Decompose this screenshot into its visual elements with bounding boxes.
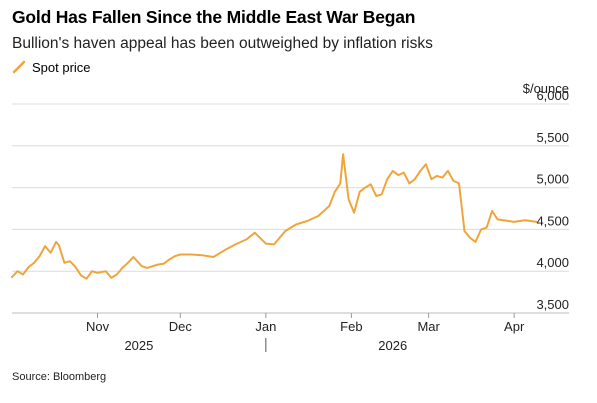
chart-title: Gold Has Fallen Since the Middle East Wa… — [12, 7, 416, 27]
series-line-spot-price — [11, 153, 538, 280]
x-tick-label: Dec — [169, 319, 193, 334]
grid-layer — [12, 103, 569, 314]
series-layer — [11, 153, 538, 280]
y-tick-label: 5,500 — [536, 130, 569, 145]
y-tick-label: 6,000 — [536, 88, 569, 103]
x-tick-label: Mar — [417, 319, 440, 334]
legend-line-icon — [12, 60, 26, 74]
y-tick-label: 4,500 — [536, 213, 569, 228]
x-year-label: 2026 — [378, 338, 407, 353]
chart-subtitle: Bullion's haven appeal has been outweigh… — [12, 35, 433, 52]
chart-legend: Spot price — [12, 58, 91, 76]
y-tick-label: 5,000 — [536, 172, 569, 187]
x-year-label: 2025 — [124, 338, 153, 353]
y-tick-label: 4,000 — [536, 255, 569, 270]
axis-layer: 3,500 4,000 4,500 5,000 5,500 6,000 Nov Dec Jan F… — [12, 88, 569, 353]
x-tick-label: Apr — [504, 319, 525, 334]
y-axis-unit-label: $/ounce — [523, 81, 569, 96]
x-tick-label: Jan — [255, 319, 276, 334]
x-tick-label: Nov — [86, 319, 110, 334]
x-tick-label: Feb — [340, 319, 362, 334]
source-note: Source: Bloomberg — [12, 371, 107, 383]
y-tick-label: 3,500 — [536, 297, 569, 312]
legend-label: Spot price — [32, 59, 91, 75]
